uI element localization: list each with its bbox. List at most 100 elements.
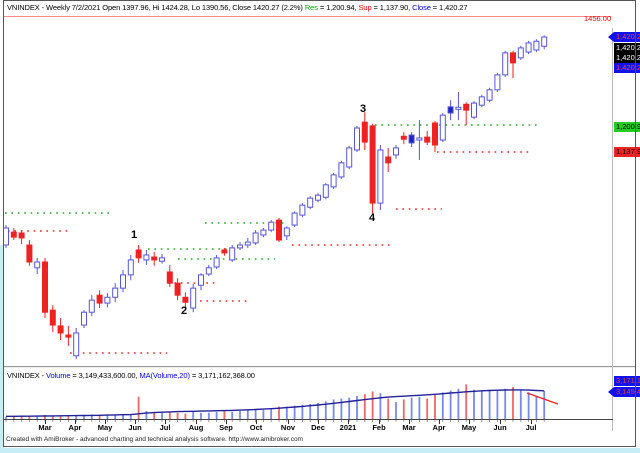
title-segment: = 3,171,162,368.00: [189, 371, 255, 380]
candle: [120, 274, 126, 289]
month-label: Apr: [432, 423, 446, 432]
candle: [252, 232, 259, 244]
wave-label-4: 4: [369, 212, 376, 224]
sr-dotted-lines: [5, 124, 537, 354]
candle: [439, 114, 446, 141]
month-label: Dec: [311, 423, 325, 432]
candle: [88, 299, 95, 313]
candles-group[interactable]: [3, 35, 548, 360]
title-underline: [4, 16, 611, 17]
candle: [517, 47, 524, 59]
candle: [525, 42, 532, 53]
candle: [471, 102, 477, 118]
candle: [205, 267, 212, 275]
desktop-edge-left: [0, 245, 4, 453]
title-segment: VNINDEX -: [7, 371, 47, 380]
candle: [354, 127, 360, 151]
month-label: Jun: [493, 423, 507, 432]
wave-label-3: 3: [360, 103, 367, 115]
wave-label-2: 2: [181, 305, 188, 317]
volume-ma-end-segment: [526, 392, 559, 405]
month-label: Feb: [372, 423, 386, 432]
month-label: Mar: [402, 423, 416, 432]
axis-value-label: 1,420.27: [614, 53, 640, 63]
candle: [283, 227, 290, 237]
axis-value-label: 3,149,433,600: [614, 387, 640, 397]
title-segment: = 1,200.94,: [317, 3, 359, 12]
candle: [42, 261, 48, 313]
candle: [338, 162, 345, 178]
axis-label-arrow-icon: [608, 32, 614, 42]
volume-ma-line: [6, 389, 545, 417]
candle: [18, 232, 25, 239]
candle: [533, 40, 540, 51]
title-segment: Close: [412, 3, 431, 12]
candle: [315, 194, 321, 201]
volume-bars-group: [5, 384, 546, 420]
candle: [26, 244, 33, 263]
candle: [377, 149, 384, 204]
candle: [229, 247, 236, 261]
axis-value-label: 3,171,162,368: [614, 376, 640, 386]
candle: [166, 271, 173, 284]
candle: [182, 296, 189, 303]
candle: [135, 249, 142, 259]
wave-label-1: 1: [131, 229, 138, 241]
candle: [159, 257, 165, 262]
candle: [478, 96, 485, 106]
candle: [330, 174, 337, 188]
month-label: Aug: [188, 423, 204, 432]
candle: [260, 229, 267, 236]
time-axis-line: [4, 419, 613, 420]
candle: [221, 249, 228, 254]
month-label: Jun: [128, 423, 142, 432]
pane-separator[interactable]: [4, 366, 636, 368]
candle: [510, 52, 516, 64]
candle: [213, 257, 220, 268]
axis-value-label: 1,200.94: [614, 122, 640, 132]
candle: [268, 221, 275, 231]
axis-value-label: 1,420.27: [614, 32, 640, 42]
candle: [416, 137, 423, 141]
chart-title-ohlc: VNINDEX - Weekly 7/2/2021 Open 1397.96, …: [7, 3, 627, 15]
candle: [143, 254, 150, 261]
candle: [463, 103, 470, 111]
month-label: 2021: [339, 423, 357, 432]
candle: [190, 287, 197, 309]
candle: [198, 274, 204, 286]
month-label: Jul: [159, 423, 171, 432]
candle: [276, 219, 282, 241]
candle: [237, 244, 243, 249]
candle: [127, 259, 134, 276]
amibroker-credit: Created with AmiBroker - advanced charti…: [6, 436, 303, 443]
candle: [322, 184, 329, 198]
candle: [369, 125, 376, 204]
candle: [408, 134, 415, 144]
candle: [400, 135, 407, 140]
title-segment: Sup: [358, 3, 372, 12]
title-segment: = 1,137.90,: [371, 3, 413, 12]
high-watermark-label: 1456.00: [584, 14, 612, 23]
candle: [244, 241, 251, 246]
candle: [57, 325, 64, 334]
candle: [34, 261, 41, 269]
month-label: Jul: [525, 423, 537, 432]
candle: [299, 204, 306, 216]
candle: [112, 287, 119, 298]
candle: [361, 121, 368, 143]
volume-pane-title: VNINDEX - Volume = 3,149,433,600.00, MA(…: [7, 371, 627, 383]
axis-value-label: 1,420.27: [614, 43, 640, 53]
candle: [385, 156, 392, 164]
month-label: Oct: [249, 423, 263, 432]
candle: [73, 332, 80, 357]
candle: [151, 256, 158, 261]
candle: [49, 309, 56, 326]
candle: [486, 89, 493, 101]
candle: [455, 106, 462, 110]
candle: [432, 122, 438, 146]
candle: [502, 52, 509, 76]
month-label: Nov: [280, 423, 296, 432]
candle: [494, 74, 501, 91]
